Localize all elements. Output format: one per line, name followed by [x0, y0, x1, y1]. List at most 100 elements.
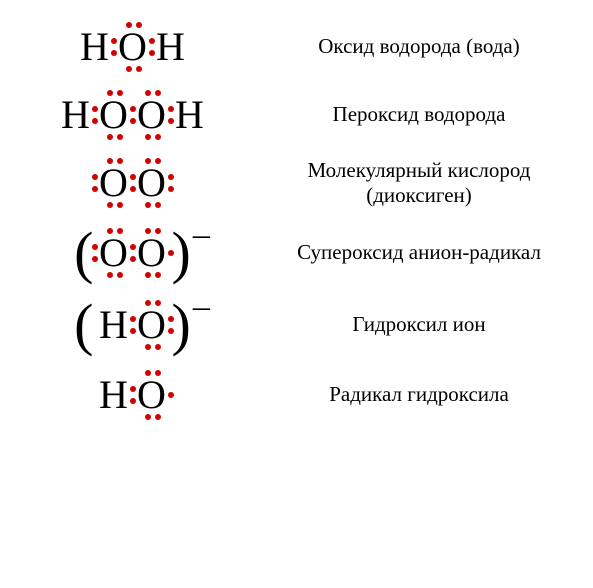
atom-h: H	[171, 88, 209, 142]
electron-dot	[92, 244, 98, 250]
atom-h: H	[95, 368, 133, 422]
electron-dot	[145, 300, 151, 306]
electron-dot	[92, 174, 98, 180]
electron-dot	[168, 392, 174, 398]
electron-dot	[145, 202, 151, 208]
electron-dot	[107, 158, 113, 164]
atom-symbol: O	[99, 233, 128, 273]
electron-dot	[130, 316, 136, 322]
atom-symbol: O	[99, 163, 128, 203]
atom-symbol: O	[99, 95, 128, 135]
charge-minus: –	[193, 290, 210, 324]
atom-symbol: H	[175, 95, 204, 135]
atom-o: O	[95, 88, 133, 142]
electron-dot	[145, 158, 151, 164]
electron-dot	[117, 134, 123, 140]
atom-symbol: O	[137, 305, 166, 345]
atom-o: O	[133, 88, 171, 142]
electron-dot	[155, 134, 161, 140]
molecule-row-peroxide: HOOHПероксид водорода	[10, 88, 583, 142]
electron-dot	[92, 118, 98, 124]
paren-open: (	[73, 296, 94, 354]
molecule: HO	[95, 368, 171, 422]
atom-symbol: H	[99, 305, 128, 345]
electron-dot	[130, 398, 136, 404]
electron-dot	[107, 202, 113, 208]
electron-dot	[145, 370, 151, 376]
electron-dot	[130, 386, 136, 392]
electron-dot	[126, 66, 132, 72]
electron-dot	[92, 186, 98, 192]
electron-dot	[168, 186, 174, 192]
atom-h: H	[152, 20, 190, 74]
electron-dot	[155, 344, 161, 350]
electron-dot	[92, 256, 98, 262]
atom-symbol: H	[156, 27, 185, 67]
lewis-formula: (HO)–	[10, 296, 255, 354]
lewis-structures-diagram: HOHОксид водорода (вода)HOOHПероксид вод…	[10, 20, 583, 422]
molecule-name-label: Оксид водорода (вода)	[255, 34, 583, 59]
atom-o: O	[133, 368, 171, 422]
atom-symbol: H	[61, 95, 90, 135]
electron-dot	[168, 316, 174, 322]
molecule-row-water: HOHОксид водорода (вода)	[10, 20, 583, 74]
electron-dot	[145, 414, 151, 420]
electron-dot	[155, 90, 161, 96]
electron-dot	[107, 134, 113, 140]
electron-dot	[145, 344, 151, 350]
electron-dot	[130, 328, 136, 334]
electron-dot	[117, 228, 123, 234]
molecule: (HO)–	[73, 296, 192, 354]
paren-open: (	[73, 224, 94, 282]
charge-minus: –	[193, 218, 210, 252]
electron-dot	[107, 90, 113, 96]
atom-o: O	[133, 156, 171, 210]
atom-h: H	[76, 20, 114, 74]
lewis-formula: OO	[10, 156, 255, 210]
molecule-name-label: Гидроксил ион	[255, 312, 583, 337]
electron-dot	[111, 38, 117, 44]
molecule-row-dioxygen: OO Молекулярный кислород (диоксиген)	[10, 156, 583, 210]
electron-dot	[145, 90, 151, 96]
atom-symbol: O	[137, 163, 166, 203]
atom-symbol: O	[137, 375, 166, 415]
electron-dot	[117, 90, 123, 96]
atom-symbol: H	[99, 375, 128, 415]
atom-o: O	[95, 156, 133, 210]
molecule-name-label: Радикал гидроксила	[255, 382, 583, 407]
atom-o: O	[133, 298, 171, 352]
electron-dot	[155, 202, 161, 208]
electron-dot	[168, 174, 174, 180]
molecule-row-hydroxide: (HO)– Гидроксил ион	[10, 296, 583, 354]
molecule-name-label: Пероксид водорода	[255, 102, 583, 127]
lewis-formula: HOOH	[10, 88, 255, 142]
lewis-formula: HOH	[10, 20, 255, 74]
atom-symbol: O	[118, 27, 147, 67]
electron-dot	[117, 202, 123, 208]
electron-dot	[168, 328, 174, 334]
electron-dot	[111, 50, 117, 56]
atom-symbol: H	[80, 27, 109, 67]
atom-symbol: O	[137, 233, 166, 273]
atom-symbol: O	[137, 95, 166, 135]
molecule-name-label: Молекулярный кислород (диоксиген)	[255, 158, 583, 208]
atom-o: O	[95, 226, 133, 280]
electron-dot	[155, 158, 161, 164]
electron-dot	[155, 300, 161, 306]
electron-dot	[126, 22, 132, 28]
atom-h: H	[57, 88, 95, 142]
electron-dot	[155, 272, 161, 278]
electron-dot	[136, 66, 142, 72]
atom-o: O	[114, 20, 152, 74]
lewis-formula: HO	[10, 368, 255, 422]
electron-dot	[155, 228, 161, 234]
paren-close: )	[171, 224, 192, 282]
lewis-formula: (OO)–	[10, 224, 255, 282]
electron-dot	[145, 134, 151, 140]
molecule: OO	[95, 156, 171, 210]
molecule: (OO)–	[73, 224, 192, 282]
electron-dot	[117, 158, 123, 164]
atom-o: O	[133, 226, 171, 280]
electron-dot	[107, 228, 113, 234]
atom-h: H	[95, 298, 133, 352]
